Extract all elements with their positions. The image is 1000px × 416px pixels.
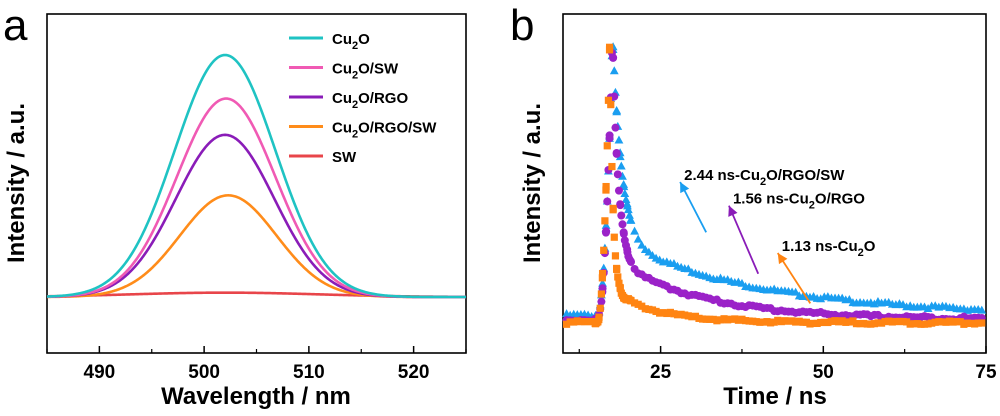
panel-b-x-ticks: 25 50 75 (578, 346, 997, 383)
data-point (621, 195, 631, 204)
panel-a-x-ticks: 490 500 510 520 (46, 346, 467, 383)
data-point (602, 182, 610, 191)
series-points-1-13-ns-cu2o (562, 43, 986, 328)
data-point (616, 161, 626, 170)
data-point (630, 226, 639, 235)
panel-a-x-tick-label: 520 (398, 362, 430, 383)
data-point (598, 278, 607, 287)
panel-b-y-axis-title: Intensity / a.u. (519, 103, 546, 263)
panel-a-frame (46, 13, 467, 354)
data-point (614, 273, 622, 281)
data-point (610, 233, 618, 241)
data-point (598, 269, 607, 278)
panel-b-frame (562, 13, 987, 354)
data-point (616, 284, 624, 293)
data-point (683, 264, 693, 273)
data-point (618, 171, 627, 180)
data-point (608, 162, 616, 171)
data-point (615, 279, 623, 287)
panel-b-x-tick-label: 25 (650, 362, 672, 383)
data-point (619, 229, 628, 238)
annotation-arrow-head (777, 253, 788, 265)
data-point (596, 304, 604, 312)
data-point (607, 101, 615, 109)
data-point (611, 252, 620, 260)
data-point (603, 142, 611, 150)
panel-a-x-tick-label: 500 (188, 362, 220, 383)
data-point (610, 92, 619, 101)
panel-a-series (46, 53, 467, 299)
panel-a-x-axis-title: Wavelength / nm (161, 383, 351, 410)
panel-b-x-tick-label: 75 (975, 362, 997, 383)
data-point (626, 215, 636, 224)
data-point (977, 305, 987, 314)
panel-a: a 490 500 510 520 Cu2O Cu2O/SW Cu2O/RGO Cu2O/R… (3, 1, 467, 410)
panel-b: b 25 50 75 2.44 ns-Cu2O/RGO/SW 1.56 ns-Cu2O… (510, 1, 997, 410)
panel-a-legend: Cu2O Cu2O/SW Cu2O/RGO Cu2O/RGO/SW SW (289, 31, 437, 166)
data-point (616, 201, 625, 210)
data-point (978, 319, 986, 327)
series-line-cu2o-rgo-sw (46, 194, 467, 299)
panel-a-letter: a (3, 1, 28, 50)
panel-b-x-axis-title: Time / ns (723, 383, 827, 410)
data-point (595, 313, 603, 321)
data-point (612, 149, 621, 158)
annotation-arrow-head (728, 205, 738, 217)
legend-label-cu2o-rgo: Cu2O/RGO (332, 90, 408, 111)
panel-b-x-tick-label: 50 (813, 362, 834, 383)
data-point (613, 265, 621, 274)
data-point (627, 257, 636, 266)
series-line-cu2o (46, 53, 467, 299)
data-point (612, 107, 622, 116)
data-point (602, 227, 611, 236)
data-point (791, 287, 801, 296)
data-point (613, 170, 622, 179)
panel-b-annotations: 2.44 ns-Cu2O/RGO/SW 1.56 ns-Cu2O/RGO 1.13 … (679, 167, 876, 304)
data-point (614, 186, 623, 195)
annotation-label: 1.13 ns-Cu2O (782, 238, 876, 259)
data-point (618, 220, 627, 229)
panel-b-letter: b (510, 1, 534, 50)
legend-label-cu2o-sw: Cu2O/SW (332, 61, 399, 82)
data-point (609, 206, 617, 214)
data-point (603, 197, 612, 206)
legend-label-cu2o-rgo-sw: Cu2O/RGO/SW (332, 120, 437, 141)
series-line-cu2o-rgo (46, 133, 467, 299)
legend-label-cu2o: Cu2O (332, 31, 370, 52)
data-point (598, 274, 606, 282)
data-point (601, 220, 611, 229)
panel-b-series (562, 42, 987, 328)
data-point (604, 96, 613, 104)
data-point (605, 131, 614, 140)
data-point (617, 211, 626, 220)
data-point (601, 217, 609, 225)
data-point (623, 201, 632, 210)
data-point (597, 297, 606, 306)
data-point (598, 284, 607, 293)
data-point (614, 135, 624, 144)
data-point (605, 43, 614, 51)
legend-label-sw: SW (332, 149, 357, 166)
panel-a-x-tick-label: 510 (293, 362, 325, 383)
panel-a-x-tick-label: 490 (84, 362, 116, 383)
data-point (625, 210, 634, 219)
annotation-arrow-line (728, 205, 760, 275)
data-point (615, 152, 625, 161)
data-point (597, 290, 605, 298)
data-point (637, 240, 647, 249)
data-point (633, 234, 643, 243)
data-point (611, 123, 620, 132)
data-point (620, 189, 630, 197)
data-point (623, 205, 633, 214)
panel-a-y-axis-title: Intensity / a.u. (3, 103, 30, 263)
annotation-label: 1.56 ns-Cu2O/RGO (733, 191, 865, 212)
data-point (600, 246, 608, 254)
annotation-arrow-head (680, 182, 690, 194)
data-point (609, 53, 618, 62)
data-point (609, 66, 619, 75)
annotation-label: 2.44 ns-Cu2O/RGO/SW (684, 167, 845, 188)
